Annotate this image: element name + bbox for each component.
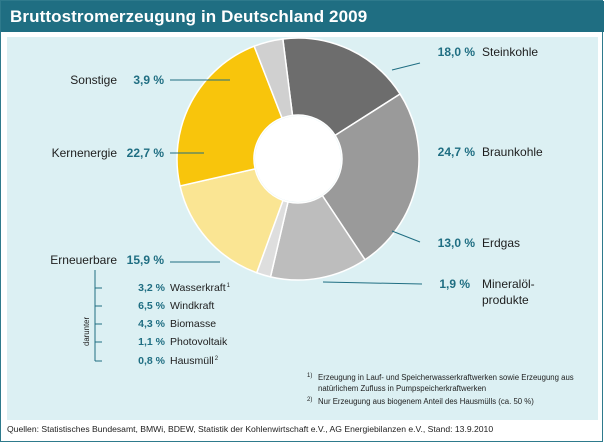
label-mineraloel: Mineralöl- <box>482 277 535 291</box>
donut-hole <box>255 116 341 202</box>
label-mineraloel-line2: produkte <box>482 293 529 307</box>
breakdown-value: 1,1 % <box>138 336 166 348</box>
pie-slice-braunkohle <box>321 93 420 261</box>
breakdown-group-label: darunter <box>82 317 91 346</box>
breakdown-label: Windkraft <box>170 300 214 312</box>
value-mineraloel: 1,9 % <box>439 277 470 291</box>
leader-line-steinkohle <box>391 62 421 71</box>
value-braunkohle: 24,7 % <box>438 145 476 159</box>
source-footer: Quellen: Statistisches Bundesamt, BMWi, … <box>7 424 494 434</box>
pie-slice-erneuerbare <box>179 167 284 274</box>
breakdown-note-ref: 1 <box>227 283 231 289</box>
value-erneuerbare: 15,9 % <box>127 253 165 267</box>
title-bar: Bruttostromerzeugung in Deutschland 2009 <box>1 1 604 32</box>
footnote-line2: natürlichem Zufluss in Pumpspeicherkraft… <box>318 384 486 393</box>
chart-title: Bruttostromerzeugung in Deutschland 2009 <box>10 7 368 26</box>
breakdown-value: 4,3 % <box>138 318 166 330</box>
value-erdgas: 13,0 % <box>438 236 476 250</box>
label-kernenergie: Kernenergie <box>52 146 118 160</box>
breakdown-note-ref: 2 <box>215 356 219 362</box>
breakdown-label: Photovoltaik <box>170 336 228 348</box>
pie-slice-steinkohle <box>281 37 402 137</box>
breakdown-value: 0,8 % <box>138 355 166 367</box>
breakdown-label: Biomasse <box>170 318 216 330</box>
leader-line-erdgas <box>391 230 421 243</box>
leader-line-mineraloel <box>322 281 423 285</box>
value-kernenergie: 22,7 % <box>127 146 165 160</box>
breakdown-label: Hausmüll <box>170 355 214 367</box>
footnote-mark: 2) <box>307 397 312 403</box>
footnote-line1: Erzeugung in Lauf- und Speicherwasserkra… <box>318 373 574 382</box>
footnote-line1: Nur Erzeugung aus biogenem Anteil des Ha… <box>318 397 534 406</box>
label-sonstige: Sonstige <box>70 73 117 87</box>
value-steinkohle: 18,0 % <box>438 45 476 59</box>
breakdown-value: 6,5 % <box>138 300 166 312</box>
label-erneuerbare: Erneuerbare <box>50 253 117 267</box>
label-erdgas: Erdgas <box>482 236 520 250</box>
label-steinkohle: Steinkohle <box>482 45 538 59</box>
pie-slice-kernenergie <box>176 45 284 187</box>
breakdown-label: Wasserkraft <box>170 282 226 294</box>
value-sonstige: 3,9 % <box>133 73 164 87</box>
label-braunkohle: Braunkohle <box>482 145 543 159</box>
breakdown-value: 3,2 % <box>138 282 166 294</box>
footnote-mark: 1) <box>307 373 312 379</box>
pie-slice-sonstige <box>253 38 294 119</box>
